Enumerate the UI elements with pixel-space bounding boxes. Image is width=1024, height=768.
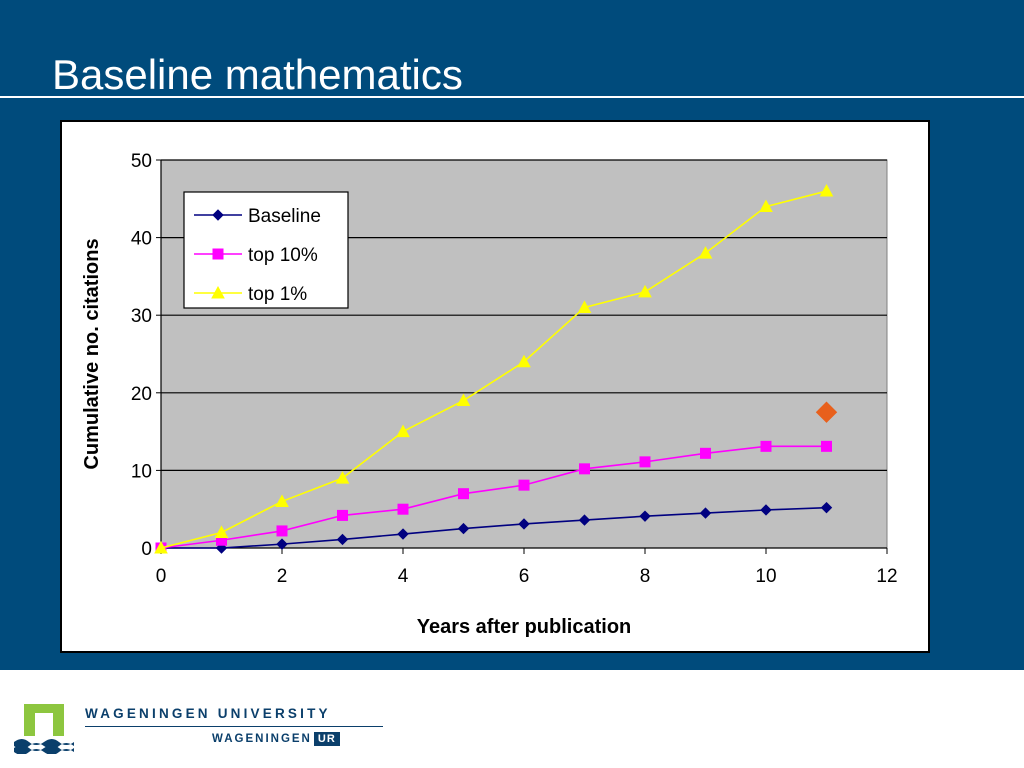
data-point-top-10 (639, 456, 651, 468)
data-point-top-10 (276, 525, 288, 537)
x-tick-label: 8 (640, 566, 651, 587)
legend-entry: Baseline (248, 206, 321, 227)
data-point-top-1 (214, 525, 229, 538)
data-point-baseline (760, 504, 772, 516)
university-name: WAGENINGEN UNIVERSITY (85, 706, 331, 721)
y-tick-label: 0 (141, 539, 152, 560)
x-tick-label: 2 (277, 566, 288, 587)
data-point-baseline (336, 533, 349, 546)
data-point-baseline (820, 501, 833, 514)
legend-entry: top 10% (248, 245, 318, 266)
x-tick-label: 12 (876, 566, 897, 587)
legend-entry: top 1% (248, 284, 307, 305)
data-point-top-1 (577, 300, 592, 313)
ur-badge: UR (313, 731, 340, 746)
legend-marker (212, 248, 224, 260)
data-point-top-1 (154, 540, 168, 554)
data-point-top-1 (819, 183, 834, 197)
x-tick-label: 4 (398, 566, 409, 587)
line-chart: 0 10 20 30 40 50 0 2 4 6 8 10 12 Baseline top 10% top … (81, 151, 898, 638)
data-point-top-10 (458, 488, 469, 500)
data-point-top-1 (517, 354, 531, 368)
data-point-top-10 (337, 509, 348, 521)
y-tick-label: 20 (131, 384, 152, 405)
data-point-baseline (276, 538, 288, 550)
data-point-top-1 (275, 494, 289, 507)
series-line-top-1 (160, 190, 827, 549)
series-line-baseline (161, 506, 827, 549)
data-point-baseline (639, 510, 651, 522)
data-point-top-1 (698, 246, 713, 259)
data-point-top-1 (335, 471, 350, 484)
x-tick-label: 0 (156, 566, 167, 587)
data-point-baseline (699, 507, 712, 519)
x-axis-label: Years after publication (417, 616, 632, 638)
data-point-top-10 (518, 479, 530, 491)
wageningen-logo-icon (14, 704, 74, 754)
y-tick-label: 50 (131, 151, 152, 172)
legend-marker (212, 209, 224, 221)
y-tick-label: 10 (131, 461, 152, 482)
footer: WAGENINGEN UNIVERSITY WAGENINGEN UR (0, 670, 1024, 768)
data-point-baseline (578, 514, 591, 526)
data-point-baseline (397, 528, 409, 540)
y-tick-label: 30 (131, 306, 152, 327)
legend-marker (211, 285, 225, 299)
data-point-top-10 (397, 503, 409, 515)
data-point-top-1 (396, 424, 410, 438)
data-point-top-10 (700, 447, 711, 459)
title-divider (0, 96, 1024, 98)
data-point-top-10 (821, 440, 832, 452)
data-point-top-1 (638, 284, 652, 298)
y-tick-label: 40 (131, 229, 152, 250)
data-point-top-1 (456, 393, 471, 407)
wur-prefix: WAGENINGEN (212, 732, 312, 745)
x-tick-label: 10 (755, 566, 776, 587)
data-point-top-1 (759, 199, 773, 213)
series-line-top-10 (160, 445, 827, 549)
data-point-baseline (518, 518, 530, 530)
legend-box (183, 191, 349, 309)
data-point-baseline (457, 522, 470, 535)
wageningen-ur-wordmark: WAGENINGEN UR (212, 731, 340, 746)
data-point-top-10 (760, 440, 772, 452)
chart-panel: 0 10 20 30 40 50 0 2 4 6 8 10 12 Baseline top 10% top … (60, 120, 930, 653)
x-tick-label: 6 (519, 566, 530, 587)
footer-divider (85, 726, 383, 727)
slide-title: Baseline mathematics (52, 51, 463, 98)
data-point-top-10 (579, 463, 590, 475)
y-axis-label: Cumulative no. citations (81, 238, 103, 469)
highlight-diamond-marker (815, 401, 838, 423)
